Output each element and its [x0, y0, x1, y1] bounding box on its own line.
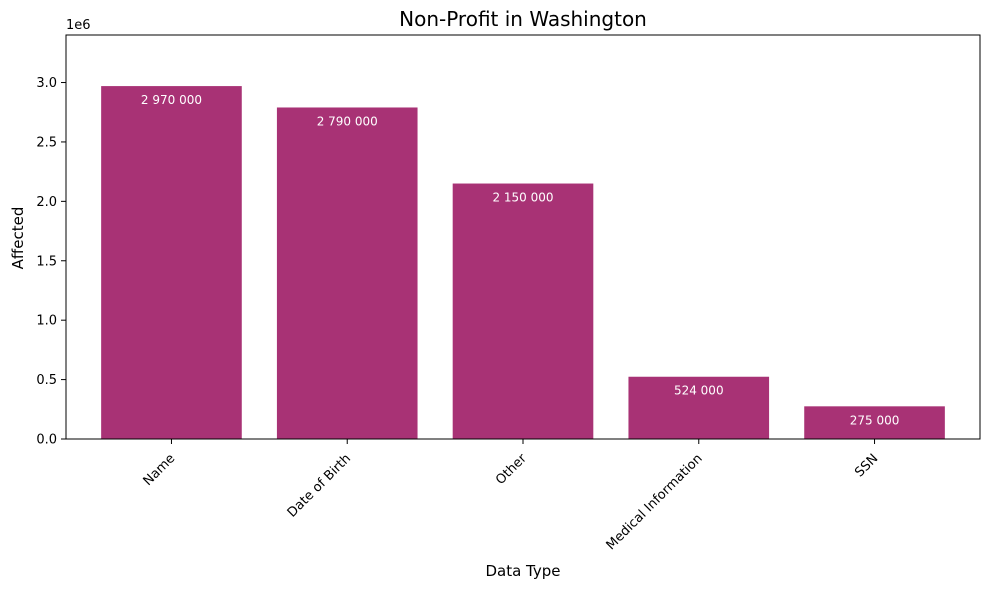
bar-value-label: 275 000 [850, 413, 900, 427]
bar-value-label: 524 000 [674, 384, 724, 398]
bar-date-of-birth [276, 107, 418, 439]
bar-other [452, 183, 594, 439]
chart-title: Non-Profit in Washington [399, 7, 647, 31]
bar-medical-information [628, 376, 770, 439]
bars-layer: 2 970 000 2 790 000 2 150 000 524 000 275 00… [101, 86, 945, 439]
bar-value-label: 2 790 000 [317, 114, 378, 128]
y-axis-offset-label: 1e6 [66, 18, 91, 33]
y-tick-label: 1.0 [36, 314, 57, 329]
y-tick-label: 3.0 [36, 76, 57, 91]
x-tick-label: SSN [852, 451, 881, 480]
bar-value-label: 2 150 000 [492, 191, 553, 205]
y-tick-label: 2.5 [36, 135, 57, 150]
bar-ssn [804, 406, 945, 439]
x-tick-label: Name [141, 451, 179, 489]
y-tick-label: 0.5 [36, 373, 57, 388]
bar-name [101, 86, 242, 439]
y-axis-label: Affected [9, 207, 27, 270]
plot-frame [65, 34, 981, 440]
bar-value-label: 2 970 000 [141, 93, 202, 107]
y-tick-label: 2.0 [36, 195, 57, 210]
x-axis-label: Data Type [485, 562, 560, 580]
x-tick-label: Date of Birth [285, 451, 354, 520]
x-tick-label: Other [493, 451, 530, 488]
y-tick-label: 0.0 [36, 433, 57, 448]
x-tick-label: Medical Information [604, 451, 706, 553]
y-tick-label: 1.5 [36, 254, 57, 269]
